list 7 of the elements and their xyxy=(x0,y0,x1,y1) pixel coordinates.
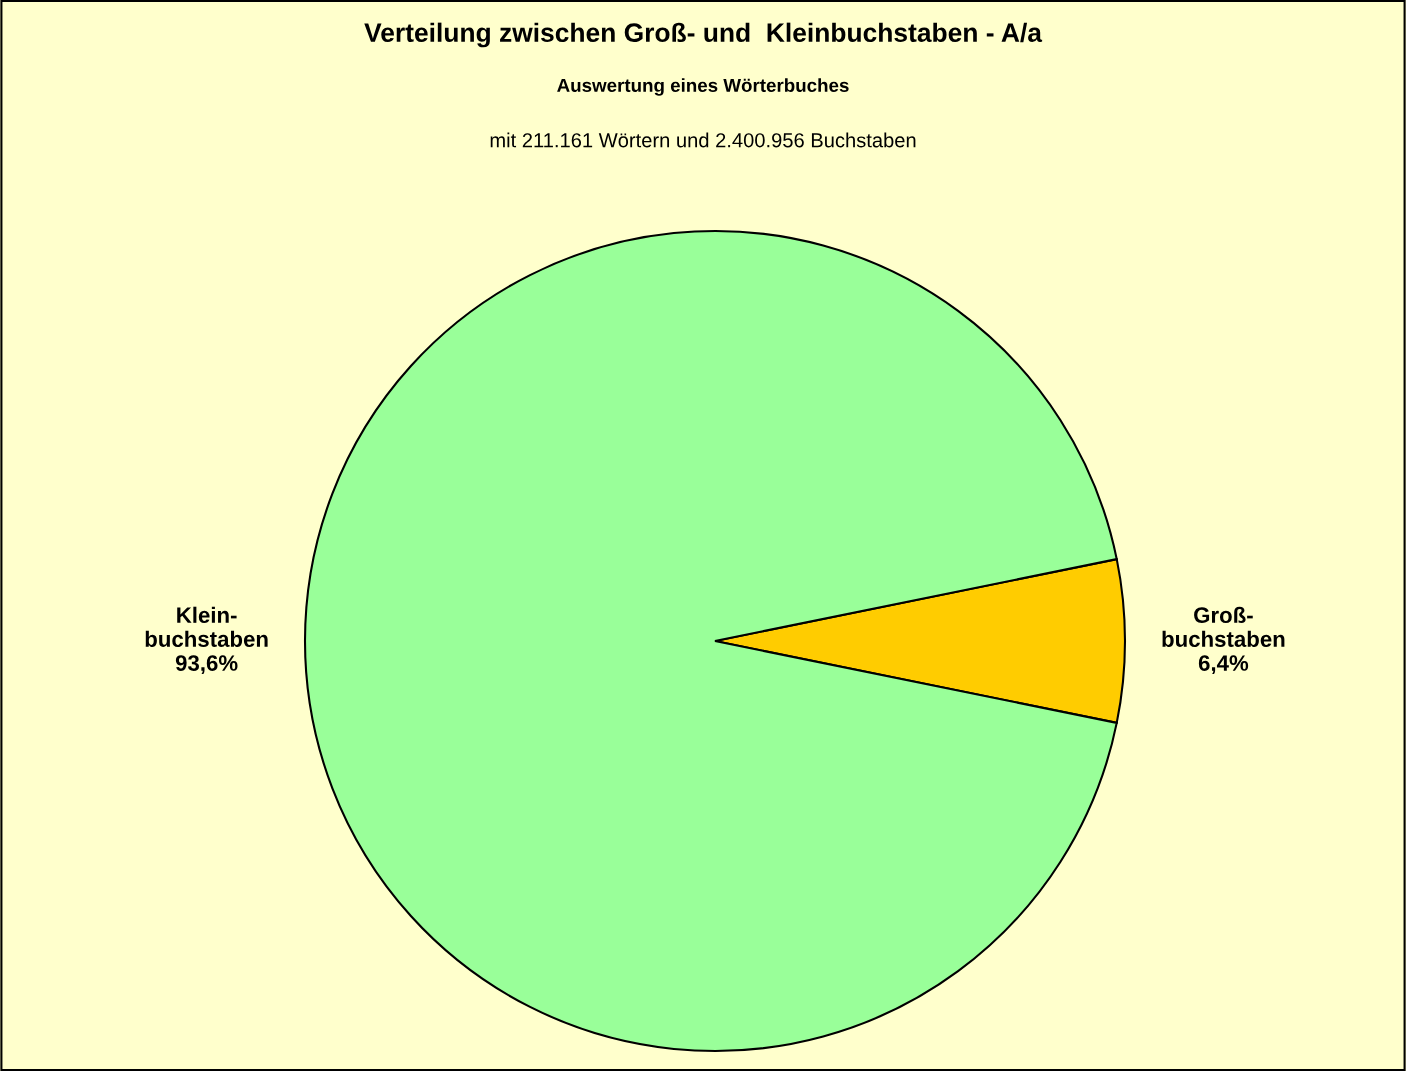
text: mit 211.161 Wörtern und 2.400.956 Buchstaben xyxy=(490,132,916,148)
chart-title: Verteilung zwischen Groß- und Kleinbuchstaben - A/a xyxy=(364,22,1043,48)
slice-label: Klein- buchstaben xyxy=(145,606,268,647)
data-label: 93,6% xyxy=(175,655,238,675)
slice-label: Groß- buchstaben xyxy=(1162,606,1285,647)
chart-subtitle: Auswertung eines Wörterbuches xyxy=(557,78,849,96)
data-label: 6,4% xyxy=(1198,655,1249,675)
